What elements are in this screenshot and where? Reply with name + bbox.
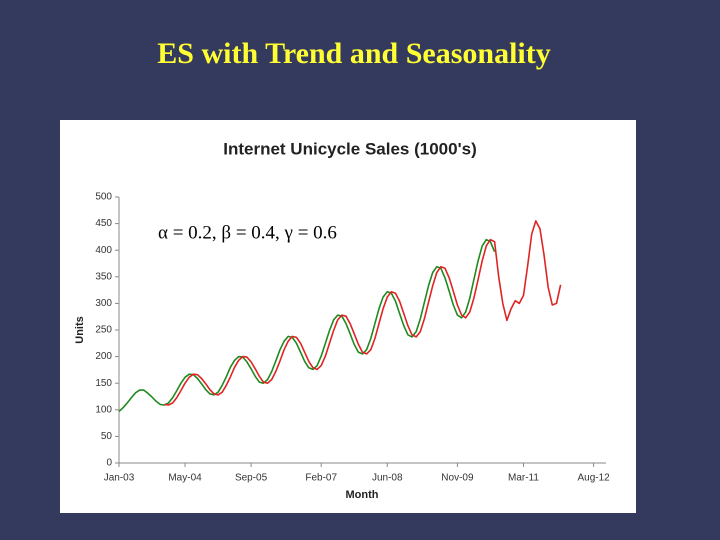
chart-title: Internet Unicycle Sales (1000's) [223, 139, 477, 158]
y-tick-label: 150 [95, 378, 112, 389]
y-tick-label: 250 [95, 325, 112, 336]
x-tick-label: Mar-11 [508, 473, 539, 484]
annotation: α = 0.2, β = 0.4, γ = 0.6 [158, 222, 337, 243]
x-tick-label: Jun-08 [372, 473, 403, 484]
x-tick-label: Jan-03 [104, 473, 135, 484]
y-axis-label: Units [74, 316, 86, 344]
series-line [164, 220, 562, 406]
series-line [118, 238, 496, 412]
y-tick-label: 500 [95, 192, 112, 203]
y-tick-label: 100 [95, 404, 112, 415]
y-tick-label: 200 [95, 351, 112, 362]
x-axis-label: Month [346, 489, 379, 501]
y-tick-label: 400 [95, 245, 112, 256]
x-tick-label: Nov-09 [441, 473, 474, 484]
y-tick-label: 350 [95, 271, 112, 282]
x-tick-label: Feb-07 [305, 473, 337, 484]
y-tick-label: 50 [101, 431, 113, 442]
slide-title: ES with Trend and Seasonality [157, 37, 550, 70]
x-tick-label: Aug-12 [577, 473, 610, 484]
y-tick-label: 300 [95, 298, 112, 309]
x-tick-label: May-04 [168, 473, 202, 484]
y-tick-label: 0 [106, 458, 112, 469]
x-tick-label: Sep-05 [235, 473, 268, 484]
y-tick-label: 450 [95, 218, 112, 229]
chart-panel [60, 120, 636, 513]
